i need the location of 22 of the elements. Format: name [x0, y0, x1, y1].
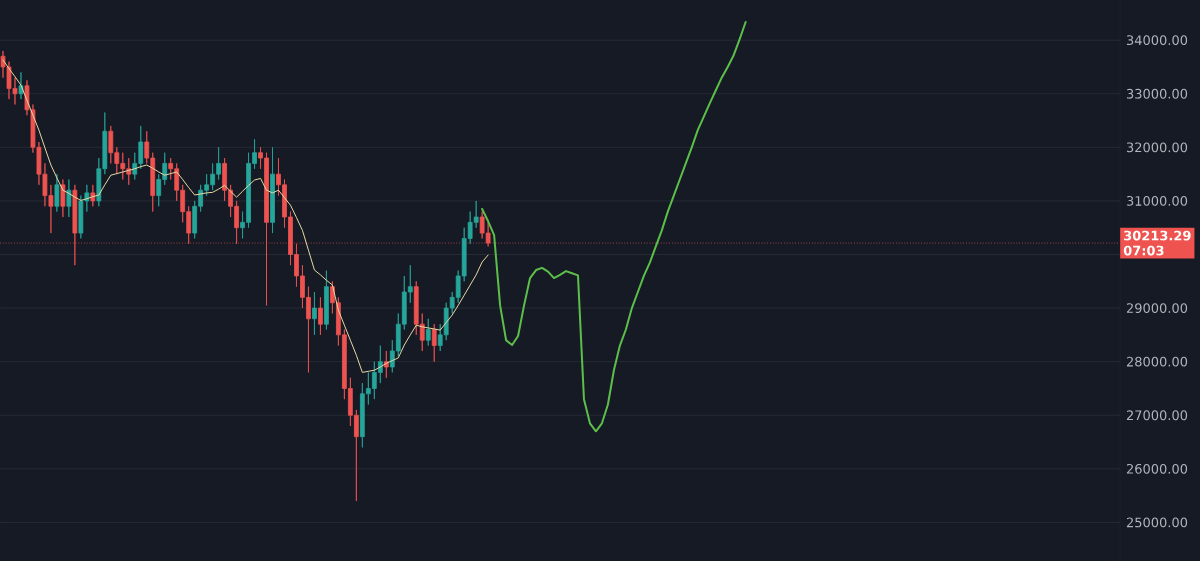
candlestick [54, 173, 60, 213]
y-tick-label: 34000.00 [1126, 35, 1188, 46]
candlestick [431, 323, 437, 363]
y-tick-label: 32000.00 [1126, 142, 1188, 153]
candlestick [318, 296, 323, 336]
candlestick [72, 184, 78, 266]
text: 07:03 [1123, 245, 1164, 256]
y-tick-label: 26000.00 [1126, 463, 1188, 474]
y-tick-label: 29000.00 [1126, 303, 1188, 313]
line-series [481, 20, 747, 433]
y-tick-label: 27000.00 [1126, 410, 1188, 421]
y-tick-label: 25000.00 [1126, 517, 1188, 528]
candlestick [270, 146, 275, 234]
candlestick [425, 318, 431, 346]
candlestick [312, 291, 317, 336]
y-tick-label: 33000.00 [1126, 88, 1188, 99]
line-series [2, 59, 489, 373]
y-tick-label: 31000.00 [1126, 196, 1188, 206]
candlestick [66, 179, 72, 218]
y-tick-label: 28000.00 [1126, 356, 1188, 367]
candlestick [324, 270, 329, 330]
ref-line-label: 30213.29 [1124, 230, 1191, 241]
